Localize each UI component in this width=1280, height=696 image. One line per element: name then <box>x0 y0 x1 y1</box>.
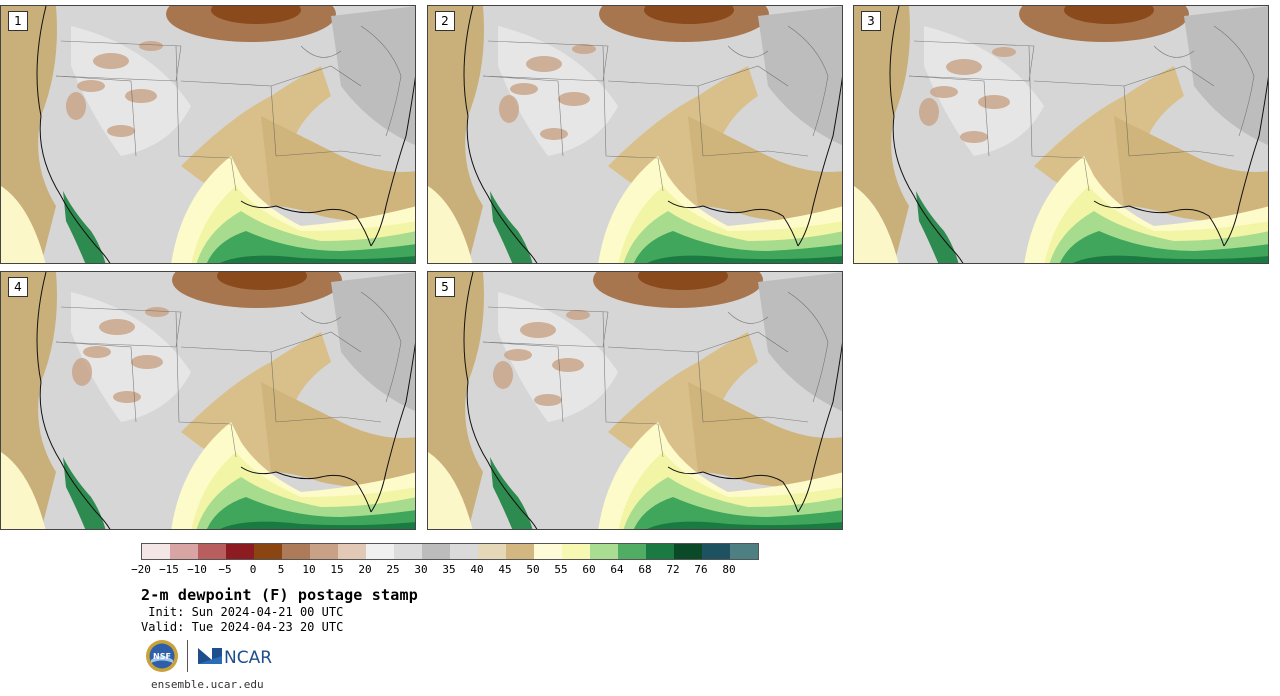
colorbar-segment <box>310 544 338 559</box>
panel-number: 3 <box>861 11 881 31</box>
logo-divider <box>187 640 188 672</box>
colorbar-segment <box>254 544 282 559</box>
colorbar-tick-label: 15 <box>330 563 344 576</box>
colorbar <box>141 543 759 560</box>
nsf-logo: NSF <box>146 640 178 672</box>
colorbar-tick-label: 25 <box>386 563 400 576</box>
colorbar-segment <box>198 544 226 559</box>
colorbar-tick-label: 35 <box>442 563 456 576</box>
colorbar-segment <box>338 544 366 559</box>
colorbar-tick-label: 55 <box>554 563 568 576</box>
colorbar-tick-label: 76 <box>694 563 708 576</box>
panel-number: 1 <box>8 11 28 31</box>
ncar-text: NCAR <box>224 648 272 668</box>
panel-number: 4 <box>8 277 28 297</box>
colorbar-segment <box>618 544 646 559</box>
dewpoint-map <box>428 272 842 529</box>
colorbar-segment <box>170 544 198 559</box>
colorbar-segment <box>450 544 478 559</box>
colorbar-tick-label: −15 <box>159 563 179 576</box>
colorbar-tick-label: 5 <box>277 563 285 576</box>
colorbar-tick-label: −5 <box>218 563 232 576</box>
colorbar-segment <box>702 544 730 559</box>
colorbar-tick-label: 68 <box>638 563 652 576</box>
ncar-logo: NCAR <box>198 648 272 668</box>
colorbar-tick-label: 60 <box>582 563 596 576</box>
colorbar-tick-label: 50 <box>526 563 540 576</box>
colorbar-segment <box>646 544 674 559</box>
colorbar-segment <box>422 544 450 559</box>
colorbar-ticks: −20 −15 −10 −5 0 5 10 15 20 25 30 35 40 45 50 55 60 64 68 7… <box>131 563 761 577</box>
logos: NSF NCAR <box>143 638 276 674</box>
map-panel-3: 3 <box>853 5 1269 264</box>
map-panel-4: 4 <box>0 271 416 530</box>
colorbar-tick-label: 40 <box>470 563 484 576</box>
colorbar-tick-label: 80 <box>722 563 736 576</box>
colorbar-tick-label: 45 <box>498 563 512 576</box>
colorbar-segment <box>506 544 534 559</box>
colorbar-segment <box>366 544 394 559</box>
dewpoint-map <box>1 6 415 263</box>
colorbar-segment <box>142 544 170 559</box>
colorbar-segment <box>394 544 422 559</box>
colorbar-segment <box>674 544 702 559</box>
colorbar-tick-label: 10 <box>302 563 316 576</box>
colorbar-segment <box>282 544 310 559</box>
colorbar-segment <box>730 544 758 559</box>
colorbar-tick-label: 30 <box>414 563 428 576</box>
colorbar-segment <box>226 544 254 559</box>
plot-title: 2-m dewpoint (F) postage stamp <box>141 586 418 604</box>
panel-number: 5 <box>435 277 455 297</box>
init-time: Init: Sun 2024-04-21 00 UTC <box>141 605 344 619</box>
colorbar-tick-label: 72 <box>666 563 680 576</box>
nsf-text: NSF <box>153 652 171 661</box>
colorbar-tick-label: 0 <box>249 563 257 576</box>
colorbar-segment <box>534 544 562 559</box>
valid-time: Valid: Tue 2024-04-23 20 UTC <box>141 620 344 634</box>
colorbar-segment <box>562 544 590 559</box>
dewpoint-map <box>1 272 415 529</box>
colorbar-tick-label: −10 <box>187 563 207 576</box>
map-panel-1: 1 <box>0 5 416 264</box>
dewpoint-map <box>428 6 842 263</box>
colorbar-tick-label: −20 <box>131 563 151 576</box>
map-panel-5: 5 <box>427 271 843 530</box>
map-panel-2: 2 <box>427 5 843 264</box>
panel-number: 2 <box>435 11 455 31</box>
colorbar-tick-label: 64 <box>610 563 624 576</box>
footer-url: ensemble.ucar.edu <box>151 678 264 691</box>
colorbar-tick-label: 20 <box>358 563 372 576</box>
dewpoint-map <box>854 6 1268 263</box>
colorbar-segment <box>478 544 506 559</box>
colorbar-segment <box>590 544 618 559</box>
